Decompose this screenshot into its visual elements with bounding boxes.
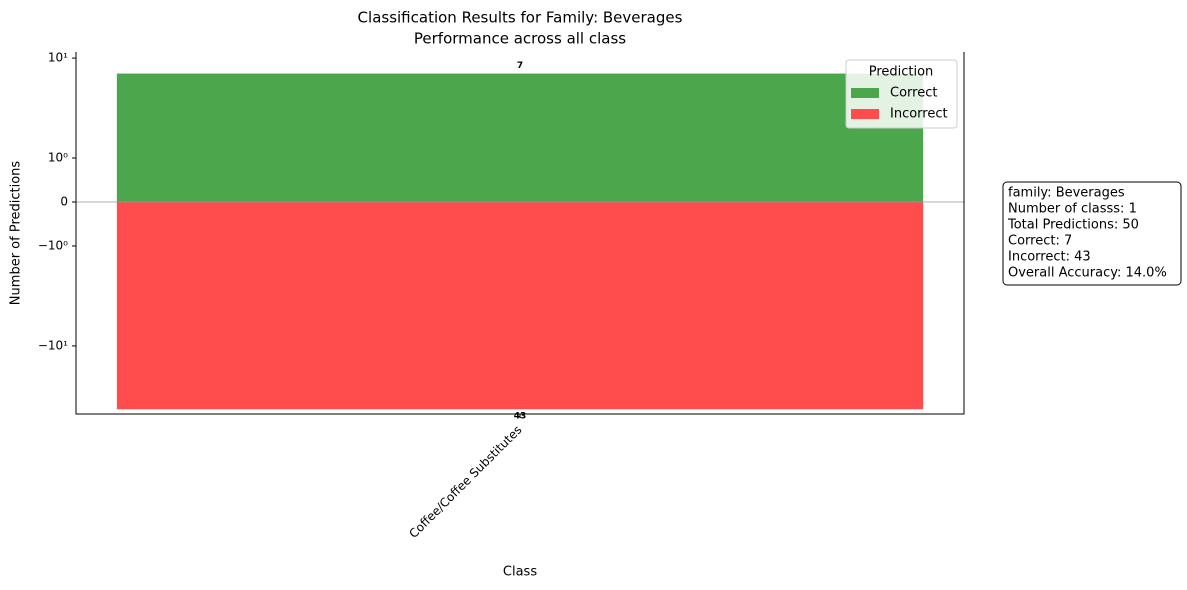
info-line: Overall Accuracy: 14.0% — [1008, 266, 1167, 281]
legend-label: Incorrect — [890, 107, 948, 122]
legend: Prediction Correct Incorrect — [845, 59, 958, 129]
legend-swatch — [851, 109, 879, 119]
info-line: Incorrect: 43 — [1008, 250, 1091, 265]
y-tick-label: −10⁰ — [38, 238, 68, 252]
info-line: Correct: 7 — [1008, 234, 1072, 249]
bar — [116, 73, 924, 202]
y-tick-label: 10⁰ — [48, 151, 68, 165]
y-tick-label: −10¹ — [38, 338, 68, 352]
y-tick-label: 10¹ — [48, 51, 68, 65]
y-tick-label: 0 — [60, 194, 68, 208]
info-line: Total Predictions: 50 — [1007, 218, 1139, 233]
chart-title: Classification Results for Family: Bever… — [358, 9, 683, 27]
value-label: 43 — [514, 412, 527, 422]
info-line: Number of classs: 1 — [1008, 202, 1137, 217]
legend-label: Correct — [890, 86, 937, 101]
legend-swatch — [851, 88, 879, 98]
legend-title: Prediction — [869, 65, 934, 80]
axes — [75, 52, 965, 415]
y-axis-label: Number of Predictions — [9, 161, 24, 306]
info-line: family: Beverages — [1008, 186, 1125, 201]
bar — [116, 201, 924, 410]
x-tick-label: Coffee/Coffee Substitutes — [406, 423, 524, 541]
chart-subtitle: Performance across all class — [414, 30, 626, 48]
x-axis-label: Class — [503, 565, 537, 580]
info-box-frame — [1002, 181, 1182, 286]
value-label: 7 — [517, 61, 523, 71]
